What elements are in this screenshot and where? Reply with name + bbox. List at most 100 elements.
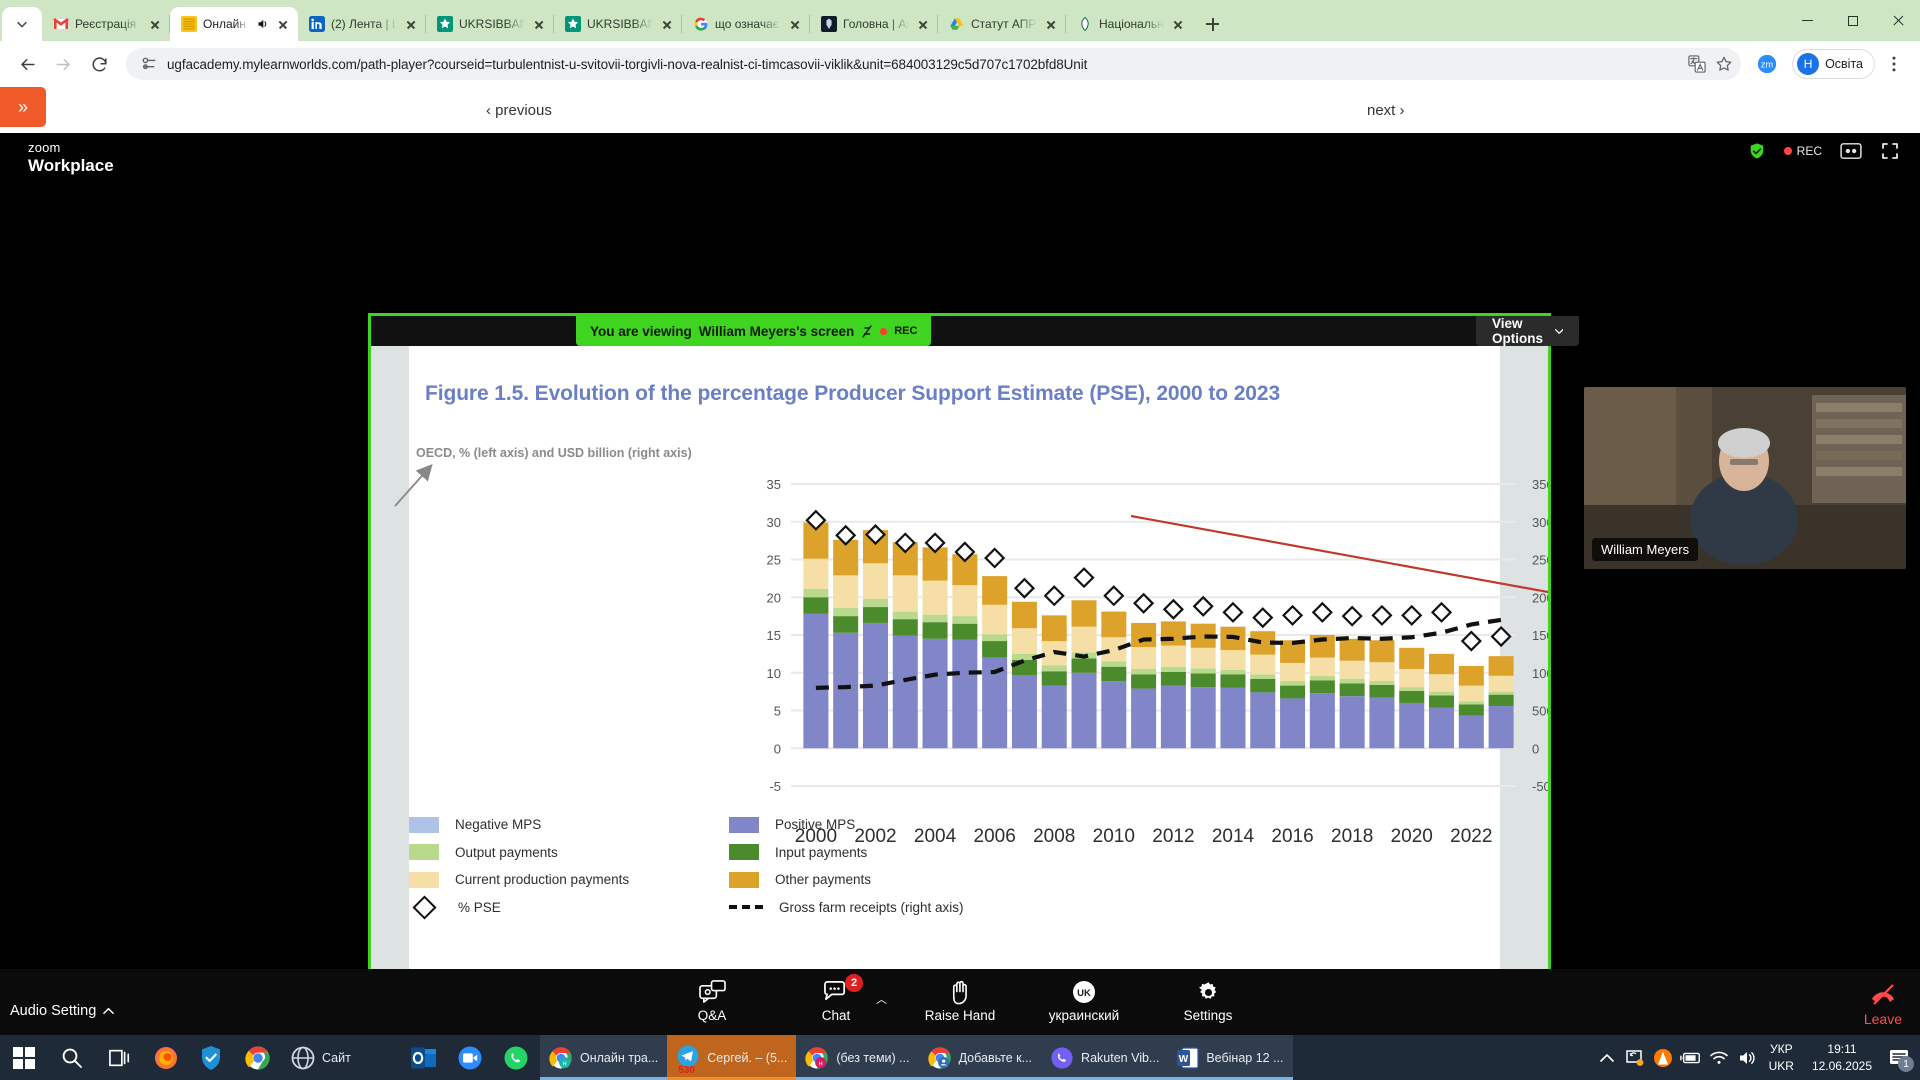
browser-tab-active[interactable]: Онлайн т <box>170 7 298 41</box>
forward-button[interactable] <box>46 47 80 81</box>
site-settings-icon[interactable] <box>140 55 158 73</box>
settings-button[interactable]: Settings <box>1165 977 1251 1023</box>
browser-tab[interactable]: UKRSIBBANK <box>426 7 554 41</box>
taskbar-item-no-subject[interactable]: н (без теми) ... <box>796 1035 919 1080</box>
tab-close-button[interactable] <box>275 16 291 32</box>
legend-item-output-payments: Output payments <box>409 844 729 861</box>
recording-indicator[interactable]: REC <box>1783 144 1822 158</box>
chat-button[interactable]: 2 ︿ Chat <box>793 974 887 1023</box>
kebab-menu-icon[interactable] <box>1878 48 1910 80</box>
battery-icon[interactable] <box>1677 1035 1705 1080</box>
tray-avast-icon[interactable] <box>1649 1035 1677 1080</box>
taskbar-item-chrome[interactable] <box>236 1035 282 1080</box>
encryption-shield-icon[interactable] <box>1748 142 1766 160</box>
tab-close-button[interactable] <box>787 16 803 32</box>
browser-tab[interactable]: Реєстрація на <box>42 7 170 41</box>
tray-sync-icon[interactable] <box>1621 1035 1649 1080</box>
taskbar-item-firefox[interactable] <box>144 1035 190 1080</box>
previous-button[interactable]: ‹ previous <box>486 102 552 119</box>
taskbar-item-whatsapp[interactable] <box>494 1035 540 1080</box>
minimize-button[interactable] <box>1785 0 1830 41</box>
svg-text:2022: 2022 <box>1450 826 1492 847</box>
notification-center-button[interactable]: 1 <box>1882 1035 1916 1080</box>
taskbar-item-site[interactable]: Сайт <box>282 1035 402 1080</box>
taskbar-item-zoom[interactable] <box>448 1035 494 1080</box>
tab-close-button[interactable] <box>531 16 547 32</box>
next-button[interactable]: next › <box>1367 102 1405 119</box>
presenter-video-tile[interactable]: William Meyers <box>1584 387 1906 569</box>
tab-search-button[interactable] <box>2 7 42 41</box>
taskbar-item-telegram[interactable]: 530 Сергей. – (5... <box>667 1035 797 1080</box>
taskbar-item-word[interactable]: W Вебінар 12 ... <box>1168 1035 1293 1080</box>
google-drive-icon <box>950 18 964 30</box>
url-text: ugfacademy.mylearnworlds.com/path-player… <box>167 56 1088 72</box>
new-tab-button[interactable] <box>1199 10 1227 38</box>
tab-close-button[interactable] <box>1043 16 1059 32</box>
volume-icon[interactable] <box>1733 1035 1761 1080</box>
browser-tab[interactable]: що означає а <box>682 7 810 41</box>
maximize-button[interactable] <box>1830 0 1875 41</box>
svg-text:0: 0 <box>1532 741 1539 756</box>
taskbar-item-outlook[interactable] <box>402 1035 448 1080</box>
taskbar-item-add-to[interactable]: Добавьте к... <box>918 1035 1042 1080</box>
qa-button[interactable]: Q&A <box>669 977 755 1023</box>
back-button[interactable] <box>10 47 44 81</box>
share-rec-label: REC <box>894 325 918 337</box>
legend-item-other-payments: Other payments <box>729 871 871 888</box>
browser-tab[interactable]: (2) Лента | Lin <box>298 7 426 41</box>
tab-title: UKRSIBBANK <box>459 17 525 31</box>
svg-text:W: W <box>1179 1054 1189 1065</box>
notification-count: 1 <box>1898 1056 1914 1072</box>
tab-title: (2) Лента | Lin <box>331 17 397 31</box>
taskbar-item-shield[interactable] <box>190 1035 236 1080</box>
browser-tab[interactable]: Головна | Ак <box>810 7 938 41</box>
windows-start-button[interactable] <box>0 1035 48 1080</box>
browser-tab[interactable]: Національн <box>1066 7 1193 41</box>
address-bar[interactable]: ugfacademy.mylearnworlds.com/path-player… <box>126 48 1742 80</box>
close-window-button[interactable] <box>1875 0 1920 41</box>
legend-row: Current production payments Other paymen… <box>409 866 1309 894</box>
browser-tab[interactable]: UKRSIBBANK <box>554 7 682 41</box>
task-view-button[interactable] <box>96 1035 144 1080</box>
zoom-header-right: REC <box>1748 141 1900 161</box>
fullscreen-icon[interactable] <box>1880 141 1900 161</box>
legend-swatch <box>409 871 439 888</box>
sidebar-toggle-button[interactable]: » <box>0 87 46 127</box>
search-button[interactable] <box>48 1035 96 1080</box>
tab-close-button[interactable] <box>659 16 675 32</box>
wifi-icon[interactable] <box>1705 1035 1733 1080</box>
audio-setting-button[interactable]: Audio Setting <box>10 1003 115 1019</box>
star-icon[interactable] <box>1715 55 1733 73</box>
tab-title: Онлайн т <box>203 17 249 31</box>
svg-text:0: 0 <box>774 741 781 756</box>
view-layout-icon[interactable] <box>1840 142 1862 160</box>
zoom-extension-icon[interactable]: zm <box>1751 48 1783 80</box>
language-indicator[interactable]: УКР UKR <box>1761 1041 1802 1073</box>
tab-close-button[interactable] <box>915 16 931 32</box>
browser-tab[interactable]: Статут АПРО <box>938 7 1066 41</box>
participant-name: William Meyers <box>1592 538 1699 561</box>
chevron-right-icon: › <box>1395 101 1405 119</box>
reload-button[interactable] <box>82 47 116 81</box>
taskbar-item-online-training[interactable]: н Онлайн тра... <box>540 1035 668 1080</box>
tab-close-button[interactable] <box>147 16 163 32</box>
tab-close-button[interactable] <box>1170 16 1186 32</box>
svg-text:2002: 2002 <box>854 826 896 847</box>
svg-text:-5: -5 <box>769 779 781 794</box>
chevron-down-icon <box>1554 328 1563 334</box>
tab-audio-icon[interactable] <box>255 17 269 31</box>
legend-item-current-production-payments: Current production payments <box>409 871 729 888</box>
profile-button[interactable]: H Освіта <box>1792 49 1875 79</box>
raise-hand-button[interactable]: Raise Hand <box>917 977 1003 1023</box>
tray-expand-button[interactable] <box>1593 1035 1621 1080</box>
svg-text:30: 30 <box>767 515 781 530</box>
language-button[interactable]: UK украинский <box>1041 977 1127 1023</box>
translate-icon[interactable] <box>1688 55 1706 73</box>
taskbar-item-viber[interactable]: Rakuten Vib... <box>1041 1035 1169 1080</box>
chevron-up-icon[interactable]: ︿ <box>876 994 887 1006</box>
tab-close-button[interactable] <box>403 16 419 32</box>
leave-button[interactable]: Leave <box>1864 982 1902 1027</box>
taskbar-item-label: Вебінар 12 ... <box>1206 1050 1284 1065</box>
clock[interactable]: 19:11 12.06.2025 <box>1802 1041 1882 1073</box>
view-options-button[interactable]: View Options <box>1476 316 1579 346</box>
